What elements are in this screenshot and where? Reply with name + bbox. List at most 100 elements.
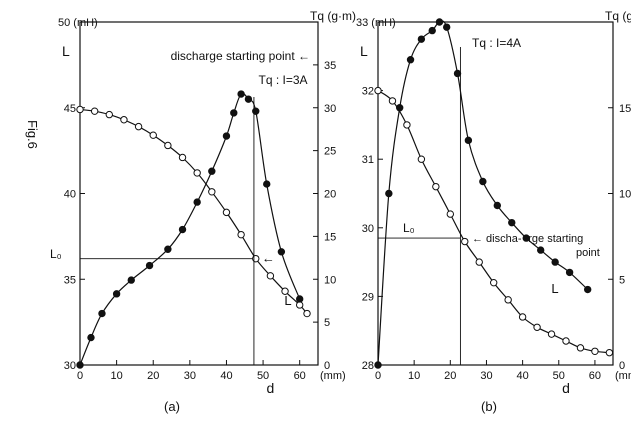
data-point-l <box>446 210 455 218</box>
figure-label: Fig.6 <box>25 120 40 149</box>
data-point-l <box>303 309 311 318</box>
right-tick-label: 10 <box>324 274 336 286</box>
right-tick-label: 15 <box>619 103 631 115</box>
right-tick-label: 0 <box>324 360 330 372</box>
data-point-l <box>90 107 99 115</box>
left-tick-label: 40 <box>64 189 76 201</box>
data-point-tq <box>551 258 559 266</box>
data-point-tq <box>453 69 462 78</box>
x-tick-label: 60 <box>589 370 601 382</box>
left-tick-label: 35 <box>64 274 76 286</box>
left-axis-unit: 33 (mH) <box>356 17 396 29</box>
data-point-l <box>504 296 512 304</box>
left-tick-label: 30 <box>362 223 374 235</box>
right-tick-label: 20 <box>324 189 336 201</box>
data-point-l <box>222 208 231 217</box>
data-point-l <box>388 97 397 105</box>
x-unit-label: (mm) <box>615 370 631 382</box>
x-axis-label: d <box>562 380 570 396</box>
l-curve-label: L <box>551 281 558 296</box>
data-point-tq <box>395 104 404 112</box>
right-axis-title: Tq (g·m <box>605 9 631 23</box>
left-axis-title: L <box>62 43 70 59</box>
right-tick-label: 15 <box>324 231 336 243</box>
discharge-annotation-line-2: point <box>576 247 600 259</box>
left-tick-label: 45 <box>64 103 76 115</box>
data-point-tq <box>417 35 426 43</box>
left-tick-label: 30 <box>64 360 76 372</box>
data-point-l <box>547 330 556 338</box>
data-point-l <box>461 237 469 246</box>
data-point-l <box>489 278 498 287</box>
x-tick-label: 20 <box>444 370 456 382</box>
data-point-l <box>178 153 187 162</box>
right-tick-label: 0 <box>619 360 625 372</box>
panel-label: (b) <box>481 399 497 414</box>
data-point-tq <box>508 218 516 227</box>
data-point-tq <box>565 268 574 277</box>
left-tick-label: 31 <box>362 154 374 166</box>
data-point-tq <box>127 276 135 284</box>
data-point-l <box>295 301 304 309</box>
data-point-tq <box>385 189 393 198</box>
data-point-tq <box>145 261 154 270</box>
data-point-tq <box>277 248 286 256</box>
data-point-l <box>208 188 216 196</box>
data-point-tq <box>522 234 530 242</box>
data-point-l <box>605 348 614 357</box>
left-axis-title: L <box>360 43 368 59</box>
data-point-tq <box>583 285 592 294</box>
panel-a: 0 10 20 30 40 50 60 (mm) d 30 35 40 45 50 (mH) L 0 5 10 15… <box>50 9 356 414</box>
left-tick-label: 28 <box>362 360 374 372</box>
discharge-arrow: ← <box>262 251 275 266</box>
x-tick-label: 50 <box>257 370 269 382</box>
discharge-annotation: ← discha- -rge starting <box>472 233 583 245</box>
tq-current-label: Tq : I=3A <box>258 73 307 87</box>
data-point-tq <box>479 177 487 186</box>
data-point-tq <box>435 18 444 26</box>
series-line-tq <box>79 92 301 366</box>
data-point-l <box>432 182 440 191</box>
right-axis-title: Tq (g·m) <box>310 9 356 23</box>
right-tick-label: 5 <box>324 317 330 329</box>
l-curve-label: L <box>284 293 291 308</box>
data-point-l <box>105 110 113 119</box>
data-point-l <box>134 122 143 131</box>
data-point-tq <box>193 198 201 206</box>
data-point-l <box>120 116 128 124</box>
x-tick-label: 0 <box>77 370 83 382</box>
panel-label: (a) <box>164 399 180 414</box>
data-point-l <box>518 313 527 321</box>
right-tick-label: 35 <box>324 60 336 72</box>
panel-b: 0 10 20 30 40 50 60 (mm) d 28 29 30 31 32 33 (mH) L 0 5 10… <box>356 9 631 414</box>
data-point-l <box>193 169 201 177</box>
x-axis-label: d <box>267 380 275 396</box>
data-point-l <box>266 272 275 280</box>
data-point-tq <box>112 290 121 298</box>
data-point-l <box>475 258 483 266</box>
data-point-tq <box>295 295 304 303</box>
data-point-l <box>533 323 541 331</box>
data-point-l <box>149 131 157 139</box>
plot-frame <box>377 21 614 366</box>
right-tick-label: 25 <box>324 146 336 158</box>
lo-label: L₀ <box>403 221 415 235</box>
right-tick-label: 30 <box>324 103 336 115</box>
data-point-tq <box>237 90 245 98</box>
x-unit-label: (mm) <box>320 370 346 382</box>
x-tick-label: 50 <box>553 370 565 382</box>
data-point-tq <box>178 225 187 234</box>
right-tick-label: 5 <box>619 274 625 286</box>
data-point-l <box>164 141 172 150</box>
data-point-l <box>403 121 411 129</box>
data-point-tq <box>230 109 238 117</box>
x-tick-label: 40 <box>516 370 528 382</box>
data-point-l <box>591 347 599 355</box>
x-tick-label: 10 <box>110 370 122 382</box>
data-point-tq <box>493 201 502 210</box>
data-point-l <box>374 86 382 95</box>
data-point-tq <box>263 180 271 188</box>
data-point-tq <box>164 245 172 253</box>
left-axis-unit: 50 (mH) <box>58 17 98 29</box>
